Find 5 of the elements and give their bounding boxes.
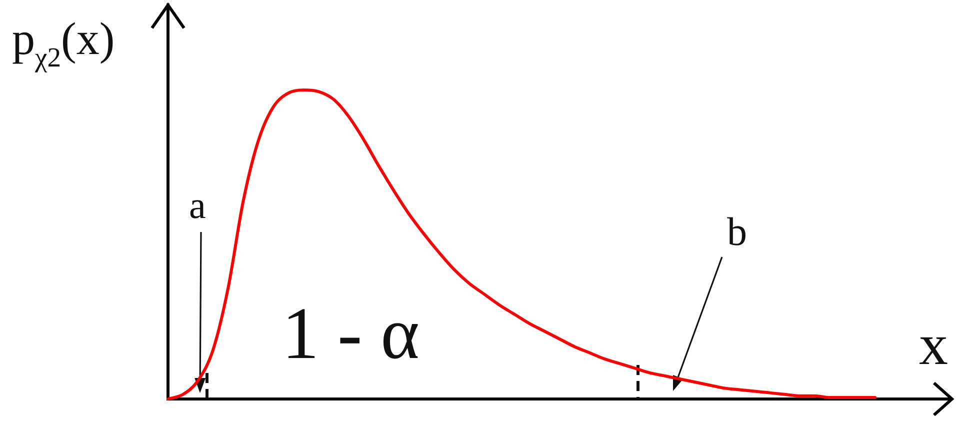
- annotation: b: [727, 209, 747, 254]
- annotation: a: [189, 185, 206, 227]
- y-axis-title: p$_{χ2}$(x): [12, 13, 115, 72]
- annotation: 1 - α: [282, 293, 420, 375]
- x-axis-title: x: [919, 312, 948, 377]
